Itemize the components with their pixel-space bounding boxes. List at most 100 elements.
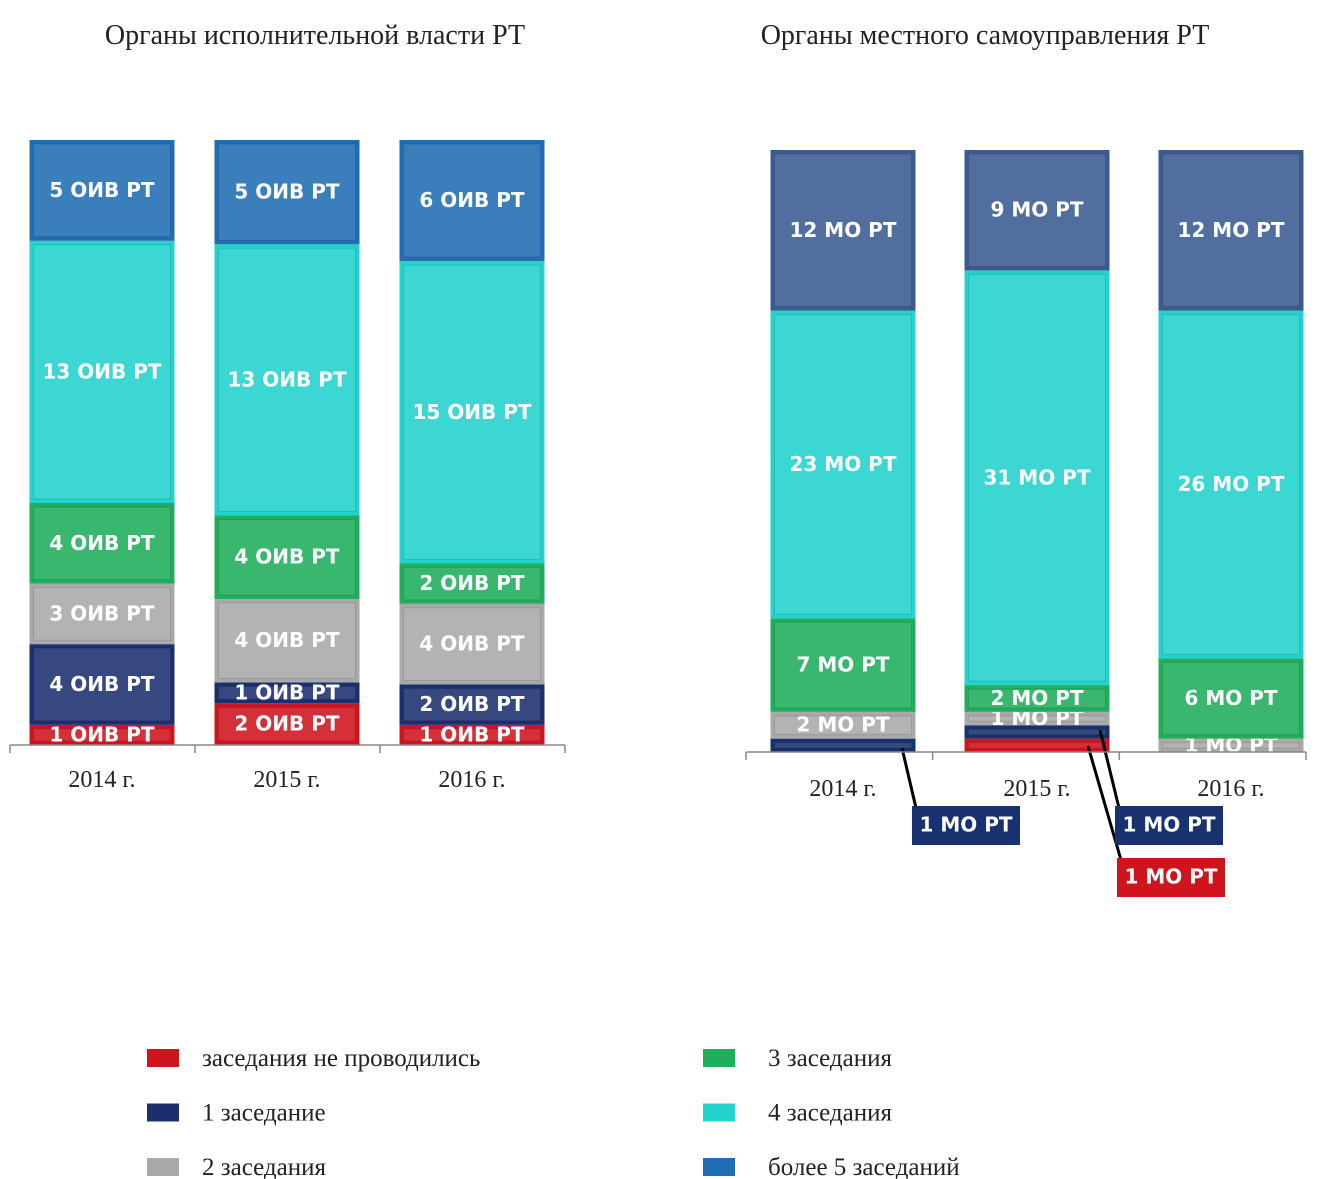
value-label: 31 МО РТ (984, 465, 1091, 489)
callout-box (1117, 858, 1225, 897)
value-label: 2 МО РТ (990, 686, 1083, 710)
value-label: 4 ОИВ РТ (49, 531, 154, 555)
legend-label: 1 заседание (202, 1100, 326, 1127)
value-label: 3 ОИВ РТ (49, 601, 154, 625)
x-tick-label: 2014 г. (809, 776, 876, 802)
bar-segment (399, 724, 545, 745)
bar-segment (399, 140, 545, 261)
value-label: 2 ОИВ РТ (419, 571, 524, 595)
bar-bevel (33, 647, 171, 722)
legend-label: заседания не проводились (202, 1045, 480, 1072)
bar-bevel (403, 567, 541, 601)
value-label: 5 ОИВ РТ (49, 178, 154, 202)
bar-segment (964, 150, 1110, 271)
bar-bevel (1162, 153, 1300, 308)
bar-segment (29, 644, 175, 725)
bar-segment (1158, 658, 1304, 739)
legend-swatch (147, 1049, 179, 1067)
value-label: 13 ОИВ РТ (42, 359, 161, 383)
value-label: 5 ОИВ РТ (234, 180, 339, 204)
bar-bevel (33, 728, 171, 742)
legend-label: более 5 заседаний (768, 1154, 960, 1179)
value-label: 2 ОИВ РТ (234, 712, 339, 736)
legend-swatch (703, 1158, 735, 1176)
value-label: 1 МО РТ (1122, 813, 1215, 837)
bar-segment (770, 310, 916, 619)
bar-segment (29, 140, 175, 241)
value-label: 12 МО РТ (790, 218, 897, 242)
bar-segment (29, 503, 175, 584)
value-label: 4 ОИВ РТ (419, 632, 524, 656)
bar-segment (770, 738, 916, 752)
legend-label: 2 заседания (202, 1154, 326, 1179)
value-label: 15 ОИВ РТ (412, 400, 531, 424)
value-label: 12 МО РТ (1178, 218, 1285, 242)
bar-segment (29, 724, 175, 745)
bar-bevel (968, 153, 1106, 267)
bar-segment (214, 703, 360, 745)
bar-segment (399, 684, 545, 725)
bar-bevel (403, 688, 541, 722)
bar-bevel (403, 728, 541, 742)
bar-bevel (403, 264, 541, 560)
bar-segment (770, 150, 916, 311)
bar-bevel (968, 728, 1106, 736)
x-tick-label: 2014 г. (68, 767, 135, 793)
value-label: 1 МО РТ (1124, 865, 1217, 889)
bar-bevel (968, 688, 1106, 709)
bar-segment (964, 270, 1110, 686)
bar-bevel (218, 706, 356, 742)
value-label: 1 ОИВ РТ (49, 722, 154, 746)
legend-label: 4 заседания (768, 1100, 892, 1127)
bar-bevel (403, 607, 541, 681)
legend-swatch (147, 1158, 179, 1176)
bar-bevel (1162, 314, 1300, 655)
callout-box (912, 806, 1020, 845)
bar-bevel (218, 602, 356, 679)
x-tick-label: 2016 г. (438, 767, 505, 793)
bar-bevel (774, 742, 912, 749)
value-label: 23 МО РТ (790, 452, 897, 476)
value-label: 9 МО РТ (990, 198, 1083, 222)
x-tick-label: 2016 г. (1197, 776, 1264, 802)
chart-title: Органы исполнительной власти РТ (105, 20, 525, 51)
bar-segment (770, 618, 916, 712)
bar-bevel (774, 621, 912, 709)
value-label: 1 ОИВ РТ (234, 680, 339, 704)
bar-bevel (1162, 661, 1300, 736)
value-label: 7 МО РТ (796, 653, 889, 677)
callout-line (1098, 729, 1121, 809)
bar-bevel (33, 244, 171, 500)
bar-segment (399, 261, 545, 564)
bar-bevel (774, 715, 912, 736)
bar-segment (964, 711, 1110, 726)
bar-bevel (403, 143, 541, 258)
value-label: 4 ОИВ РТ (234, 628, 339, 652)
bar-segment (1158, 150, 1304, 311)
callout-box (1115, 806, 1223, 845)
x-tick-label: 2015 г. (253, 767, 320, 793)
bar-segment (1158, 310, 1304, 659)
value-label: 2 ОИВ РТ (419, 692, 524, 716)
legend-label: 3 заседания (768, 1045, 892, 1072)
bar-bevel (218, 519, 356, 596)
bar-bevel (968, 742, 1106, 749)
bar-bevel (218, 143, 356, 241)
bar-bevel (968, 715, 1106, 722)
value-label: 26 МО РТ (1178, 472, 1285, 496)
callout-line (900, 747, 918, 809)
bar-segment (29, 583, 175, 645)
bar-segment (399, 603, 545, 685)
bar-segment (1158, 738, 1304, 752)
bar-bevel (968, 273, 1106, 682)
bar-bevel (218, 685, 356, 700)
value-label: 2 МО РТ (796, 713, 889, 737)
bar-segment (964, 685, 1110, 712)
value-label: 4 ОИВ РТ (49, 672, 154, 696)
bar-segment (399, 563, 545, 604)
legend-swatch (703, 1049, 735, 1067)
value-label: 13 ОИВ РТ (227, 367, 346, 391)
value-label: 1 ОИВ РТ (419, 722, 524, 746)
legend-swatch (147, 1103, 179, 1122)
